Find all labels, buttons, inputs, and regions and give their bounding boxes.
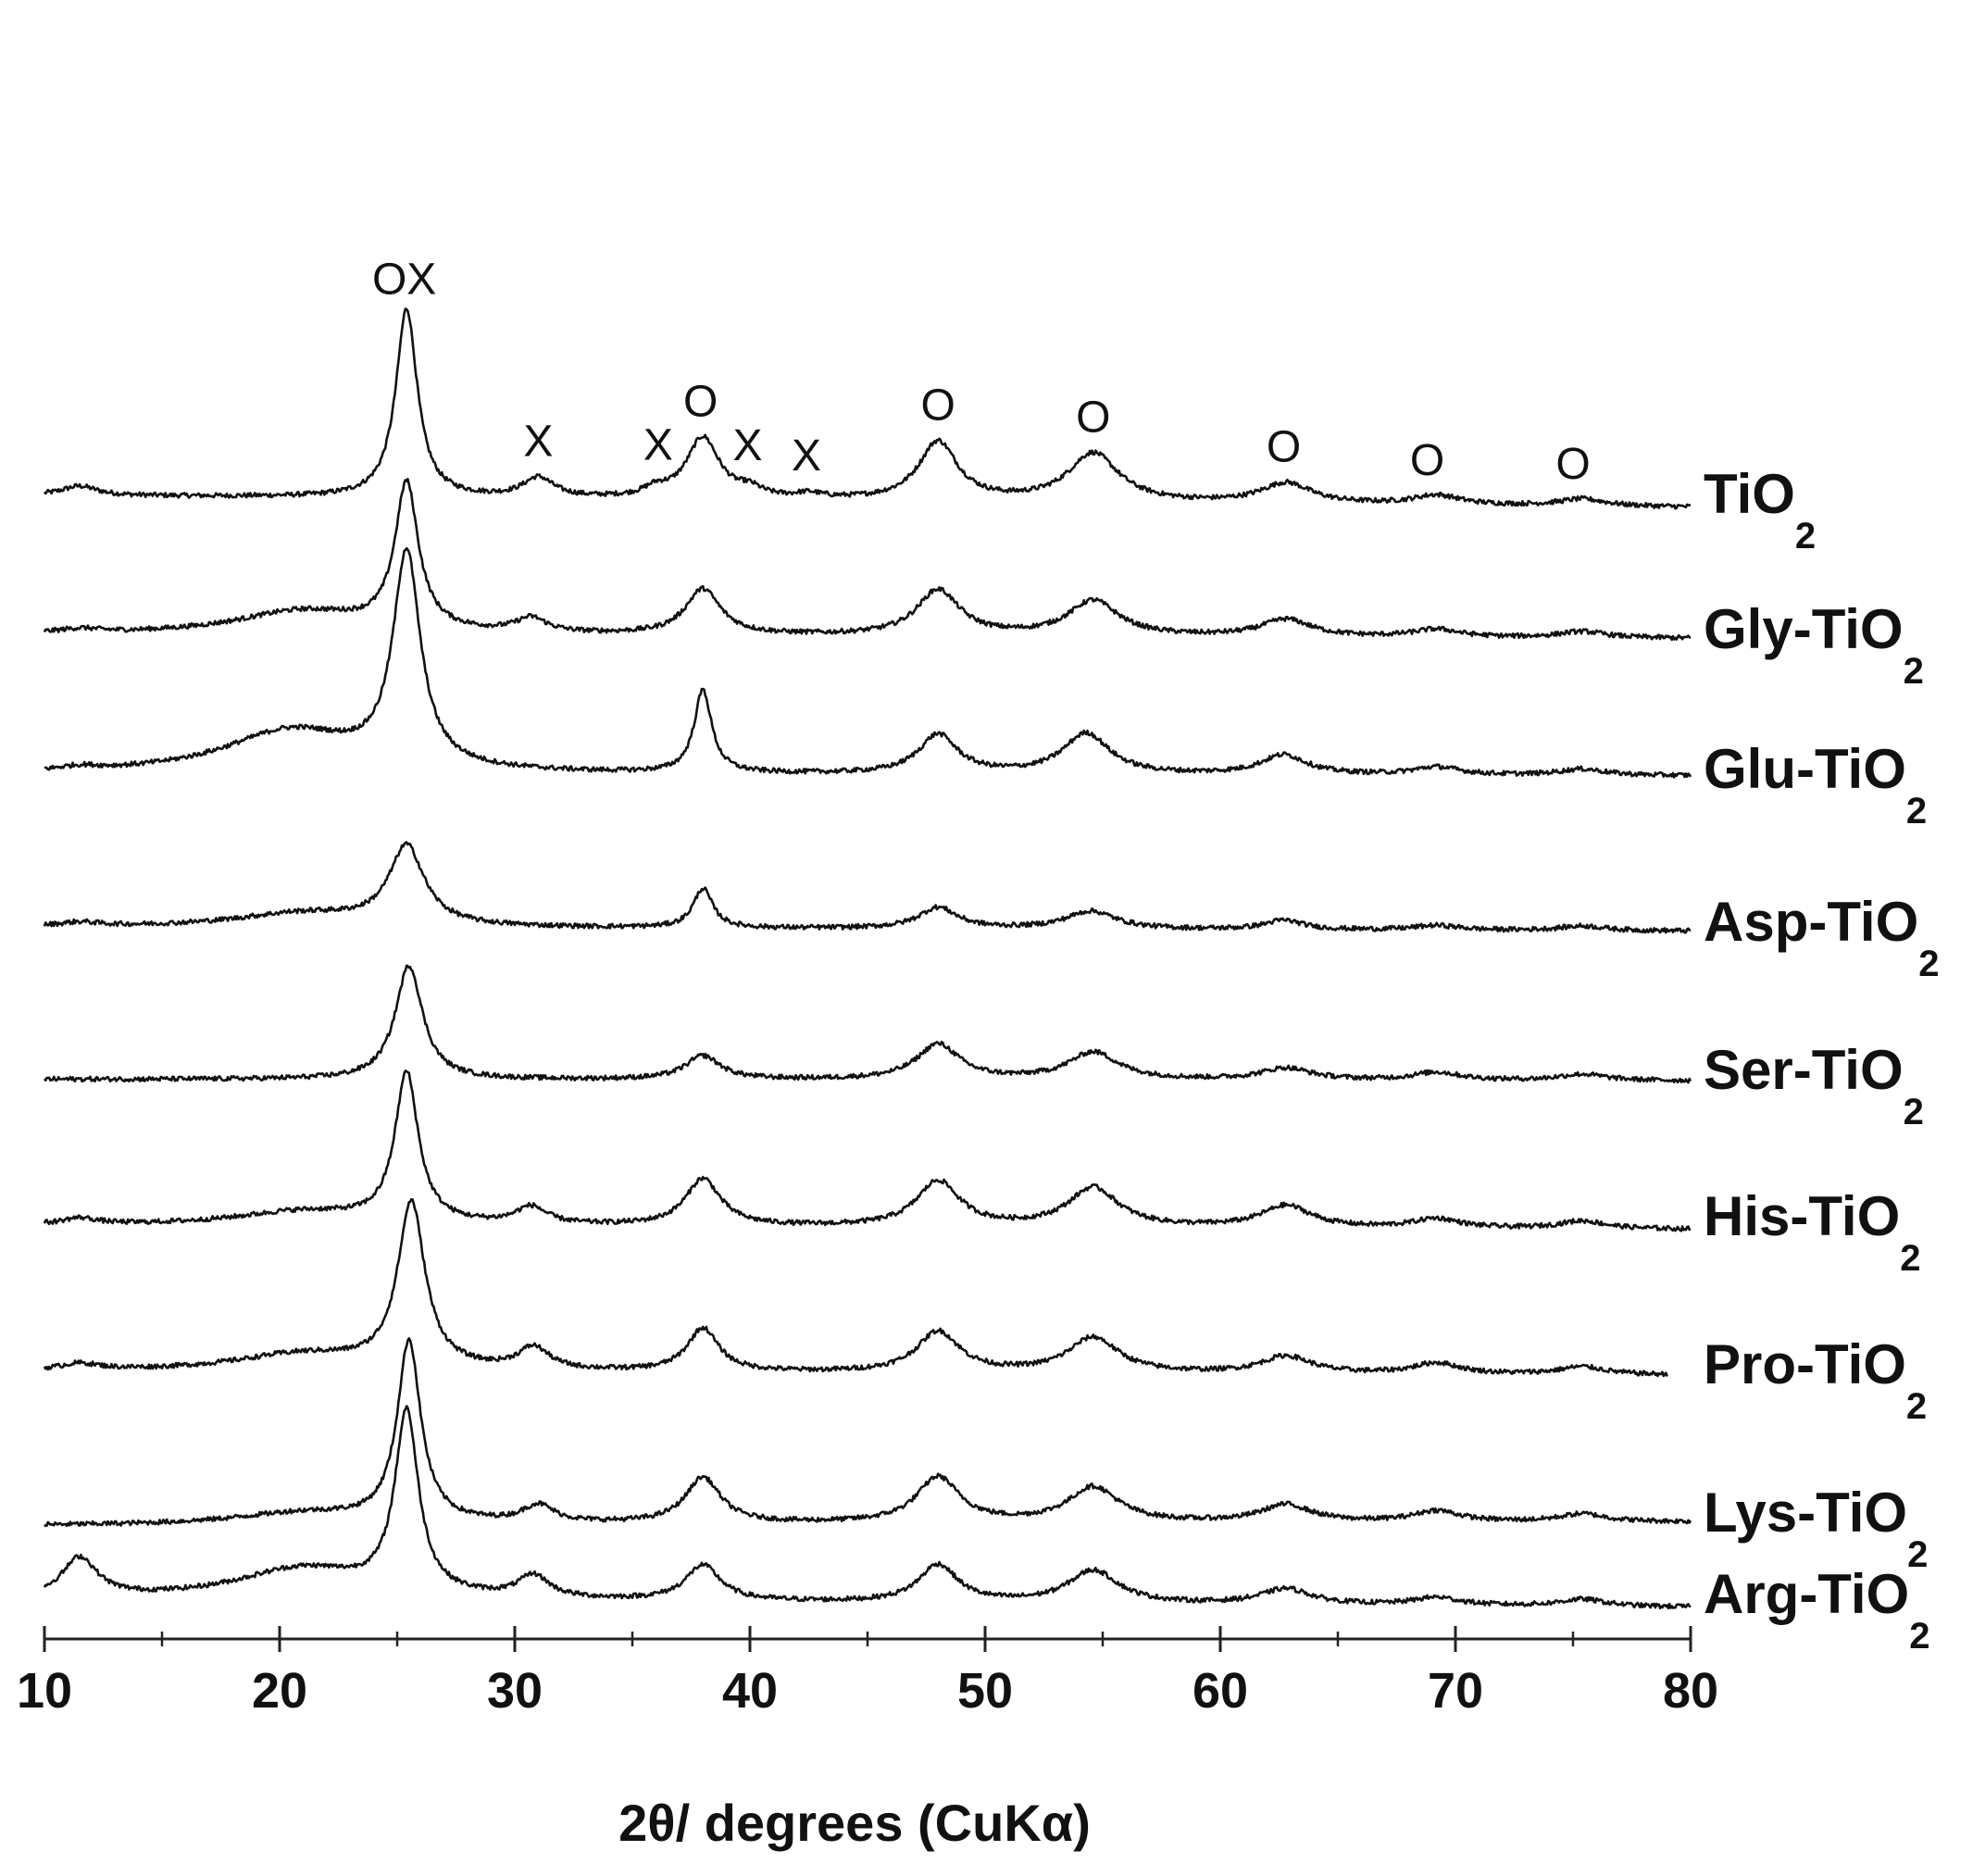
series-label-9: Arg-TiO2 xyxy=(1704,1563,1929,1657)
x-tick-label-30: 30 xyxy=(487,1663,543,1719)
x-tick-label-10: 10 xyxy=(17,1663,72,1719)
series-label-4: Asp-TiO2 xyxy=(1704,891,1940,984)
series-label-3: Glu-TiO2 xyxy=(1704,738,1927,832)
phase-markers-group: OXX XOX XO OO O O xyxy=(372,256,1591,490)
phase-marker-6: X xyxy=(792,431,821,481)
phase-marker-1: OX xyxy=(372,256,436,305)
series-label-2: Gly-TiO2 xyxy=(1704,598,1924,692)
x-tick-label-80: 80 xyxy=(1663,1663,1718,1719)
x-tick-label-20: 20 xyxy=(252,1663,307,1719)
xrd-trace-9 xyxy=(43,1405,1692,1610)
x-tick-label-70: 70 xyxy=(1428,1663,1483,1719)
phase-marker-9: O xyxy=(1267,423,1301,472)
series-label-8: Lys-TiO2 xyxy=(1704,1482,1928,1575)
xrd-trace-4 xyxy=(43,841,1692,934)
xrd-trace-8 xyxy=(44,1337,1692,1528)
traces-group xyxy=(43,307,1692,1610)
xrd-trace-7 xyxy=(43,1198,1668,1378)
xrd-trace-1 xyxy=(43,307,1691,510)
x-tick-label-40: 40 xyxy=(722,1663,778,1719)
phase-marker-11: O xyxy=(1555,440,1590,489)
xrd-trace-2 xyxy=(43,478,1692,642)
x-tick-label-60: 60 xyxy=(1193,1663,1248,1719)
xrd-trace-5 xyxy=(43,964,1692,1084)
phase-marker-4: O xyxy=(683,378,718,427)
series-label-7: Pro-TiO2 xyxy=(1704,1333,1927,1427)
phase-marker-8: O xyxy=(1076,393,1110,442)
series-labels-group: TiO2 Gly-TiO2 Glu-TiO2 Asp-TiO2 Ser-TiO2 His-… xyxy=(1704,463,1940,1657)
x-axis-title: 2θ/ degrees (CuKα) xyxy=(618,1794,1091,1852)
xrd-trace-3 xyxy=(44,547,1692,779)
series-label-1: TiO2 xyxy=(1704,463,1816,557)
phase-marker-3: X xyxy=(643,421,673,470)
phase-marker-5: X xyxy=(732,421,762,470)
x-tick-label-50: 50 xyxy=(957,1663,1013,1719)
x-axis: 10 20 30 40 50 60 70 80 xyxy=(17,1626,1718,1719)
phase-marker-10: O xyxy=(1410,436,1444,485)
series-label-5: Ser-TiO2 xyxy=(1704,1039,1924,1132)
phase-marker-7: O xyxy=(921,381,955,430)
phase-marker-2: X xyxy=(523,417,553,466)
series-label-6: His-TiO2 xyxy=(1704,1185,1921,1279)
xrd-trace-6 xyxy=(43,1069,1692,1232)
